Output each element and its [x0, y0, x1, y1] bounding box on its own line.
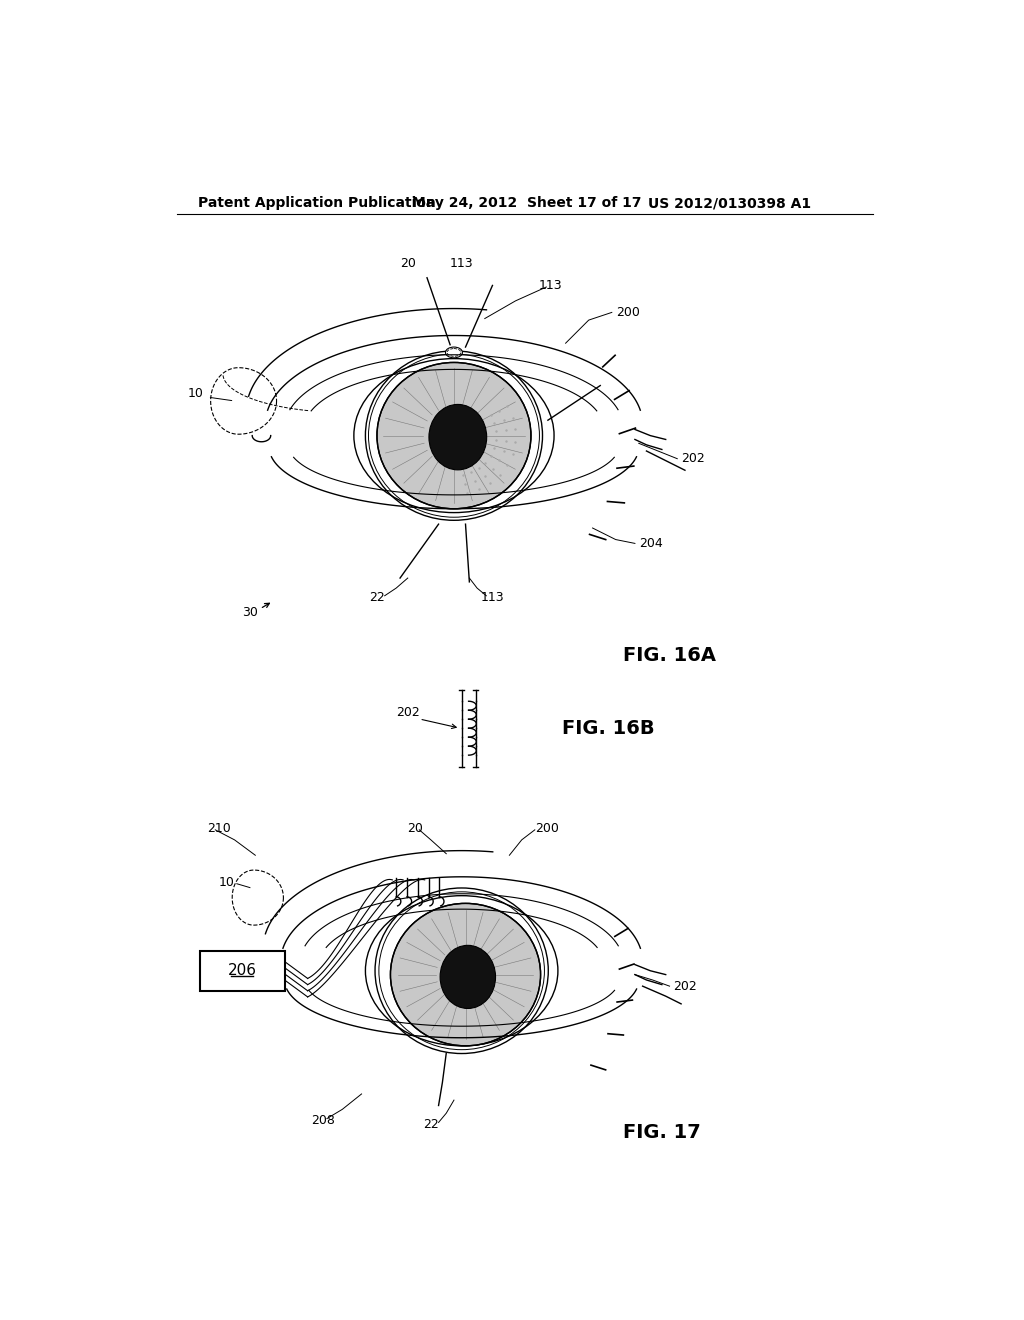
Ellipse shape: [440, 945, 496, 1008]
Text: 202: 202: [681, 453, 705, 465]
Text: 204: 204: [639, 537, 663, 550]
Text: 113: 113: [539, 279, 562, 292]
Ellipse shape: [377, 363, 531, 508]
Text: 113: 113: [481, 591, 505, 603]
Text: 10: 10: [188, 387, 204, 400]
Text: 22: 22: [423, 1118, 438, 1131]
Ellipse shape: [445, 347, 463, 358]
Text: 22: 22: [369, 591, 385, 603]
Ellipse shape: [354, 359, 554, 512]
Text: 202: 202: [396, 706, 420, 719]
Text: 20: 20: [408, 822, 423, 834]
Text: FIG. 16A: FIG. 16A: [624, 645, 717, 664]
Text: FIG. 16B: FIG. 16B: [562, 718, 654, 738]
Text: US 2012/0130398 A1: US 2012/0130398 A1: [648, 197, 811, 210]
Text: 113: 113: [451, 257, 474, 271]
Text: 10: 10: [219, 875, 234, 888]
Text: May 24, 2012  Sheet 17 of 17: May 24, 2012 Sheet 17 of 17: [412, 197, 641, 210]
Ellipse shape: [429, 404, 486, 470]
Text: 208: 208: [311, 1114, 335, 1127]
Text: 206: 206: [227, 964, 257, 978]
Text: 200: 200: [615, 306, 640, 319]
Text: FIG. 17: FIG. 17: [624, 1123, 701, 1142]
Text: 30: 30: [242, 606, 258, 619]
Text: 200: 200: [535, 822, 559, 834]
Text: Patent Application Publication: Patent Application Publication: [199, 197, 436, 210]
Text: 202: 202: [674, 979, 697, 993]
Bar: [200, 950, 285, 991]
Text: 210: 210: [208, 822, 231, 834]
Text: 20: 20: [399, 257, 416, 271]
Ellipse shape: [390, 903, 541, 1045]
Ellipse shape: [366, 896, 558, 1045]
